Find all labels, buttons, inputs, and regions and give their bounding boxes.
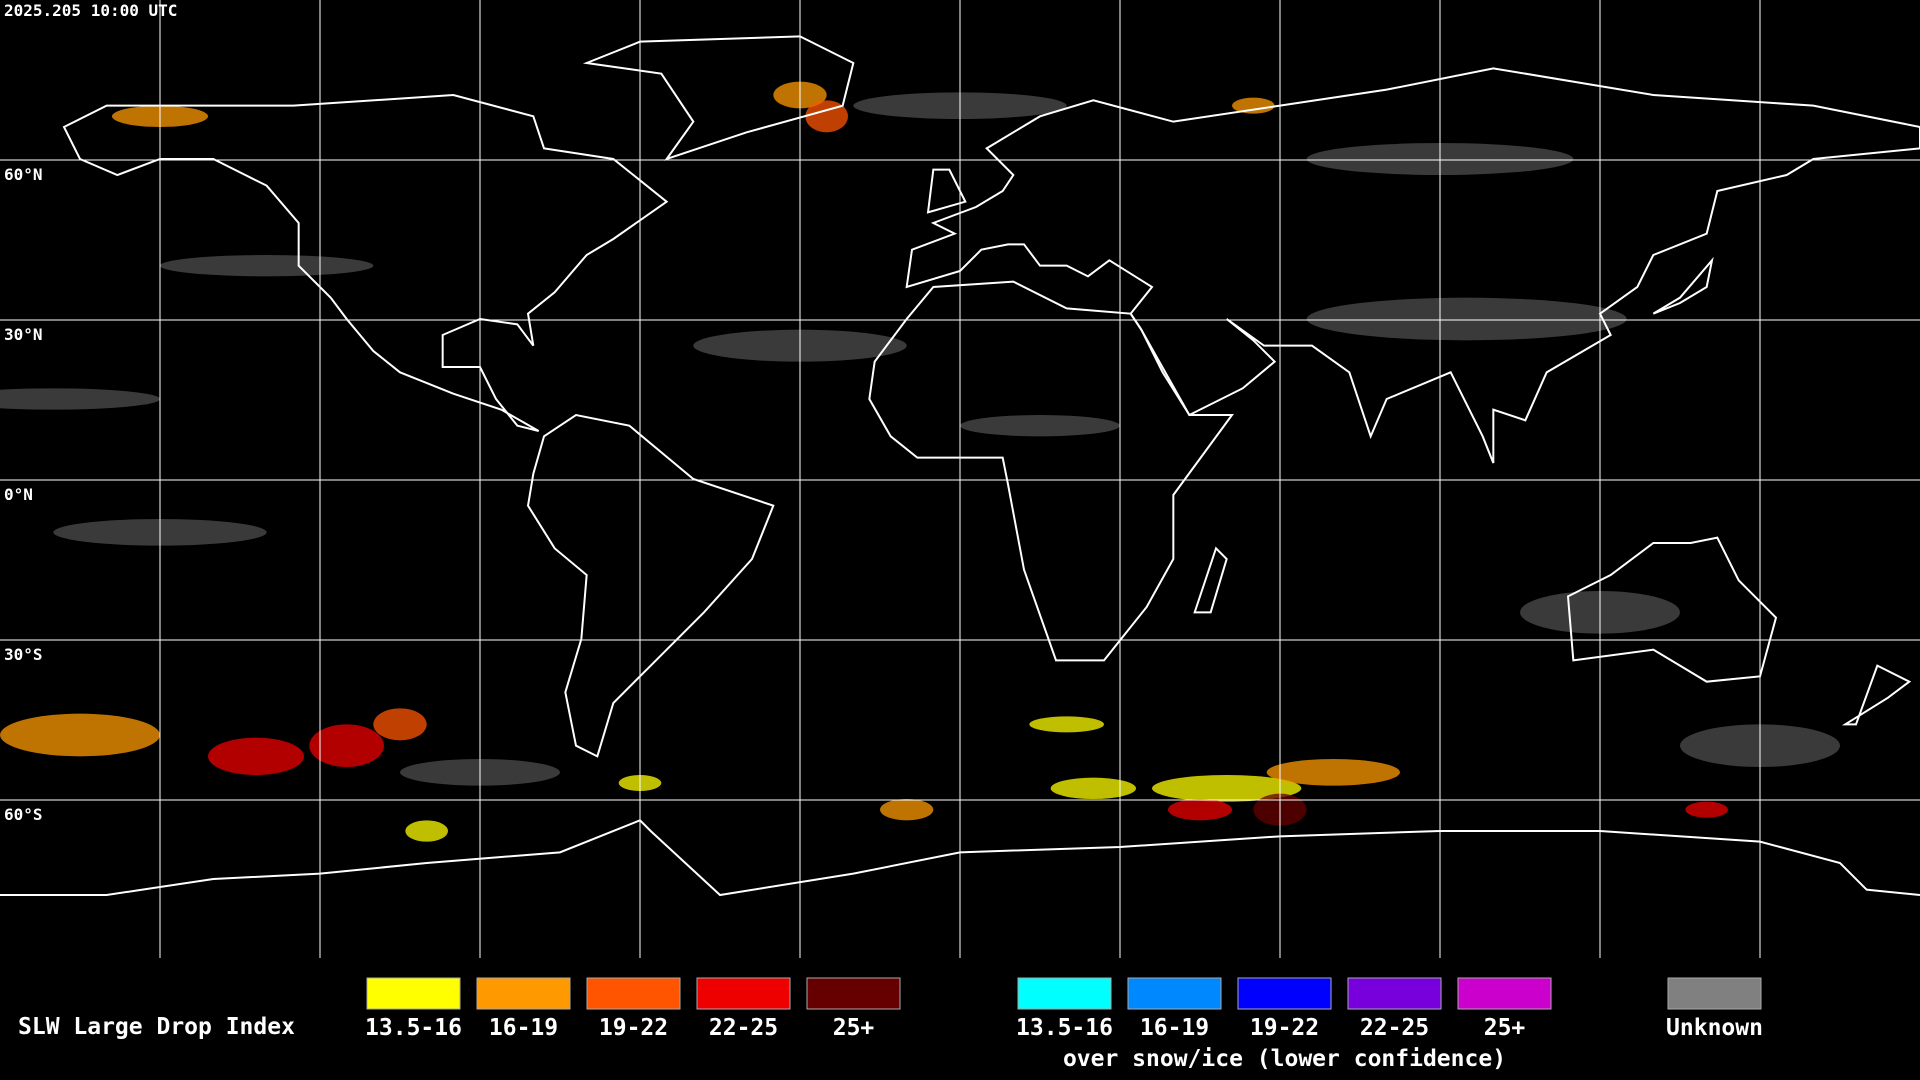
legend-swatch bbox=[1017, 977, 1112, 1010]
latitude-label: 0°N bbox=[4, 485, 33, 504]
legend: 13.5-16 16-19 19-22 22-25 25+ 13.5-16 16-19 19-… bbox=[365, 977, 1763, 1072]
legend-title: SLW Large Drop Index bbox=[18, 1014, 295, 1040]
legend-label: 22-25 bbox=[1360, 1015, 1429, 1041]
cloud-patch bbox=[1168, 799, 1232, 821]
cloud-patch bbox=[208, 737, 304, 775]
cloud-patch bbox=[373, 708, 427, 741]
coastline bbox=[62, 93, 669, 432]
cloud-patch bbox=[1029, 716, 1104, 733]
cloud-patch bbox=[1152, 775, 1302, 802]
coastline bbox=[526, 413, 775, 758]
cloud-patch bbox=[1266, 759, 1401, 786]
legend-label: Unknown bbox=[1666, 1015, 1763, 1041]
legend-label: 19-22 bbox=[1250, 1015, 1319, 1041]
coastline bbox=[1193, 546, 1228, 614]
cloud-patch bbox=[805, 100, 849, 133]
legend-label: 13.5-16 bbox=[1016, 1015, 1113, 1041]
coastline bbox=[1566, 536, 1778, 683]
latitude-label: 60°N bbox=[4, 165, 43, 184]
map: 60°N 30°N 0°N 30°S 60°S bbox=[0, 0, 1920, 958]
legend-label: 16-19 bbox=[489, 1015, 558, 1041]
legend-swatch bbox=[586, 977, 681, 1010]
coastline bbox=[582, 35, 855, 161]
cloud-patch bbox=[1685, 801, 1728, 818]
legend-swatch bbox=[1237, 977, 1332, 1010]
legend-label: 16-19 bbox=[1140, 1015, 1209, 1041]
unknown-patch bbox=[160, 254, 374, 277]
coastline bbox=[1841, 664, 1912, 726]
cloud-patch bbox=[309, 724, 384, 768]
legend-label: 25+ bbox=[833, 1015, 875, 1041]
legend-swatch bbox=[806, 977, 901, 1010]
latitude-label: 30°S bbox=[4, 645, 43, 664]
cloud-patch bbox=[1232, 97, 1275, 114]
legend-label: 22-25 bbox=[709, 1015, 778, 1041]
legend-caption: over snow/ice (lower confidence) bbox=[1063, 1046, 1506, 1072]
legend-label: 13.5-16 bbox=[365, 1015, 462, 1041]
cloud-patch bbox=[1050, 777, 1137, 799]
legend-swatch bbox=[1347, 977, 1442, 1010]
legend-swatch bbox=[696, 977, 791, 1010]
latitude-label: 60°S bbox=[4, 805, 43, 824]
coastline bbox=[926, 168, 967, 214]
unknown-patch bbox=[0, 388, 160, 410]
legend-swatch bbox=[366, 977, 461, 1010]
cloud-patch bbox=[405, 820, 448, 842]
legend-swatch bbox=[476, 977, 571, 1010]
cloud-patch bbox=[880, 799, 934, 821]
legend-label: 19-22 bbox=[599, 1015, 668, 1041]
legend-swatch bbox=[1667, 977, 1762, 1010]
coastline bbox=[905, 67, 1920, 464]
cloud-patch bbox=[0, 713, 160, 757]
legend-swatch bbox=[1127, 977, 1222, 1010]
legend-label: 25+ bbox=[1484, 1015, 1526, 1041]
latitude-label: 30°N bbox=[4, 325, 43, 344]
unknown-patch bbox=[960, 415, 1120, 437]
legend-swatch bbox=[1457, 977, 1552, 1010]
unknown-patch bbox=[1306, 297, 1627, 341]
coastline bbox=[1652, 256, 1714, 315]
timestamp: 2025.205 10:00 UTC bbox=[4, 1, 177, 20]
